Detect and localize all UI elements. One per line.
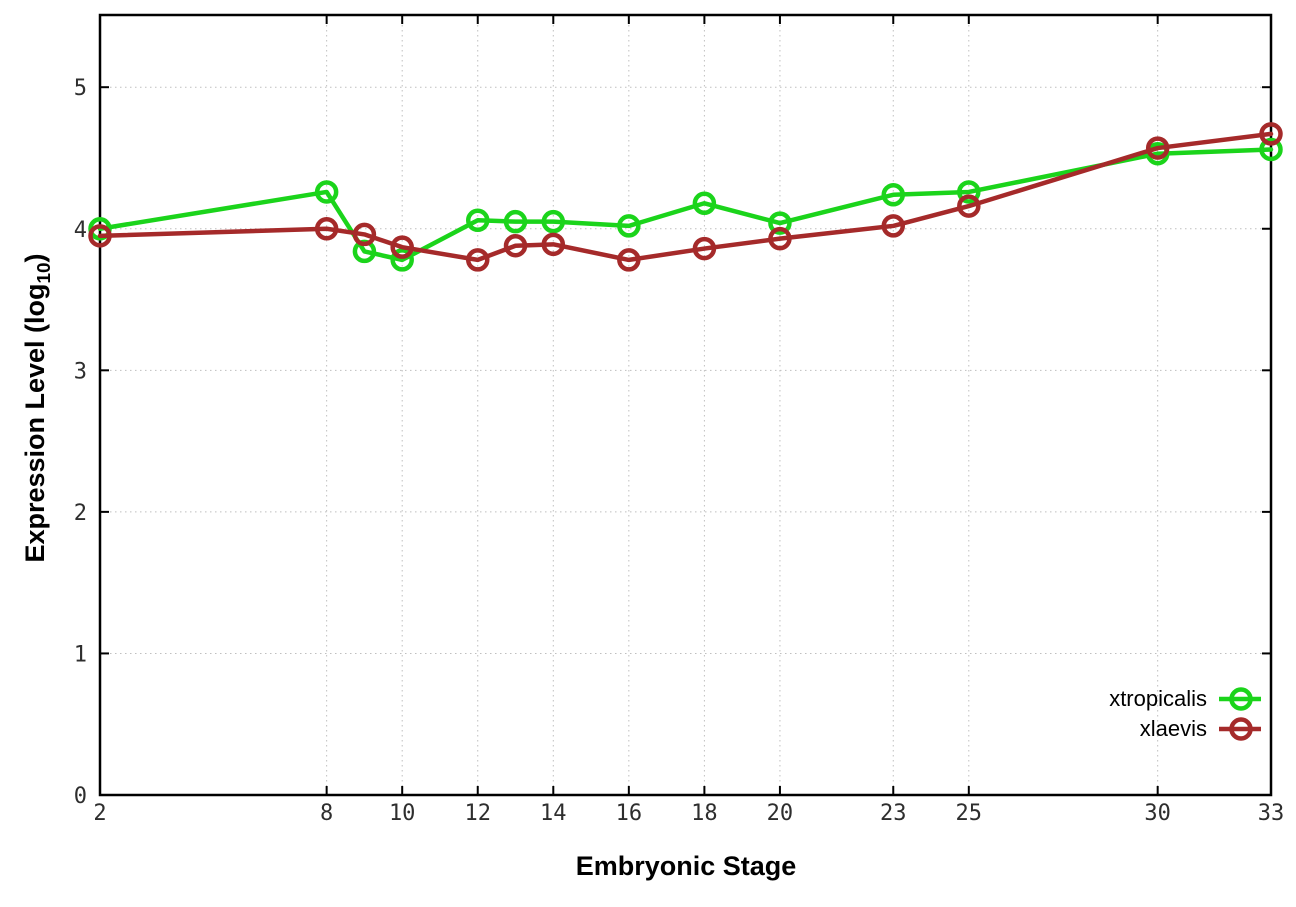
legend-marker-circle-icon	[1219, 687, 1261, 711]
y-axis-title: Expression Level (log10)	[20, 253, 56, 562]
series-line-xtropicalis	[97, 147, 1274, 263]
data-point-xtropicalis	[1259, 137, 1283, 162]
x-tick-label: 23	[880, 801, 907, 826]
x-tick-label: 12	[464, 801, 491, 826]
x-tick-label: 30	[1144, 801, 1171, 826]
y-tick-label: 0	[74, 784, 87, 809]
x-tick-label: 16	[616, 801, 643, 826]
x-tick-label: 8	[320, 801, 333, 826]
data-point-xlaevis	[390, 235, 414, 259]
x-tick-label: 20	[767, 801, 794, 826]
data-point-xlaevis	[881, 214, 906, 238]
data-point-xlaevis	[541, 232, 566, 257]
data-point-xtropicalis	[881, 183, 906, 207]
data-point-xlaevis	[88, 224, 112, 248]
data-point-xlaevis	[617, 248, 641, 272]
y-tick-label: 4	[74, 218, 87, 243]
data-point-xlaevis	[352, 222, 377, 247]
x-axis-title: Embryonic Stage	[575, 851, 797, 881]
y-tick-label: 1	[74, 642, 87, 667]
data-point-xlaevis	[314, 217, 339, 241]
legend-item-xtropicalis: xtropicalis	[1109, 684, 1262, 714]
y-axis-title-close: )	[19, 253, 50, 263]
legend-label: xtropicalis	[1109, 686, 1207, 711]
legend-item-xlaevis: xlaevis	[1109, 714, 1262, 744]
data-point-xlaevis	[465, 248, 490, 272]
data-point-xlaevis	[957, 194, 981, 218]
x-tick-label: 25	[956, 801, 983, 826]
legend: xtropicalis xlaevis	[1109, 684, 1262, 744]
data-point-xlaevis	[1259, 122, 1283, 146]
data-point-xtropicalis	[314, 180, 339, 204]
data-point-xtropicalis	[957, 180, 981, 204]
y-tick-label: 5	[74, 76, 87, 101]
series-line-xlaevis	[97, 131, 1274, 263]
data-point-xtropicalis	[390, 248, 414, 272]
data-point-xtropicalis	[768, 211, 792, 235]
x-tick-label: 2	[93, 801, 106, 826]
x-tick-label: 14	[540, 801, 567, 826]
plot-border	[98, 13, 1273, 797]
data-point-xtropicalis	[617, 214, 641, 238]
x-tick-label: 10	[389, 801, 416, 826]
data-point-xlaevis	[692, 236, 717, 261]
y-tick-label: 2	[74, 501, 87, 526]
y-tick-label: 3	[74, 359, 87, 384]
data-point-xlaevis	[503, 233, 528, 258]
data-point-xtropicalis	[541, 209, 566, 234]
data-point-xlaevis	[768, 226, 792, 251]
y-axis-title-subscript: 10	[34, 262, 56, 284]
data-point-xtropicalis	[692, 191, 717, 216]
data-point-xtropicalis	[503, 209, 528, 234]
x-tick-label: 33	[1258, 801, 1285, 826]
data-point-xlaevis	[1145, 136, 1170, 160]
x-tick-label: 18	[691, 801, 718, 826]
data-point-xtropicalis	[88, 217, 112, 241]
legend-marker-circle-icon	[1219, 717, 1261, 741]
legend-label: xlaevis	[1139, 716, 1207, 741]
y-axis-title-text: Expression Level (log	[19, 283, 50, 563]
data-point-xtropicalis	[465, 208, 490, 233]
